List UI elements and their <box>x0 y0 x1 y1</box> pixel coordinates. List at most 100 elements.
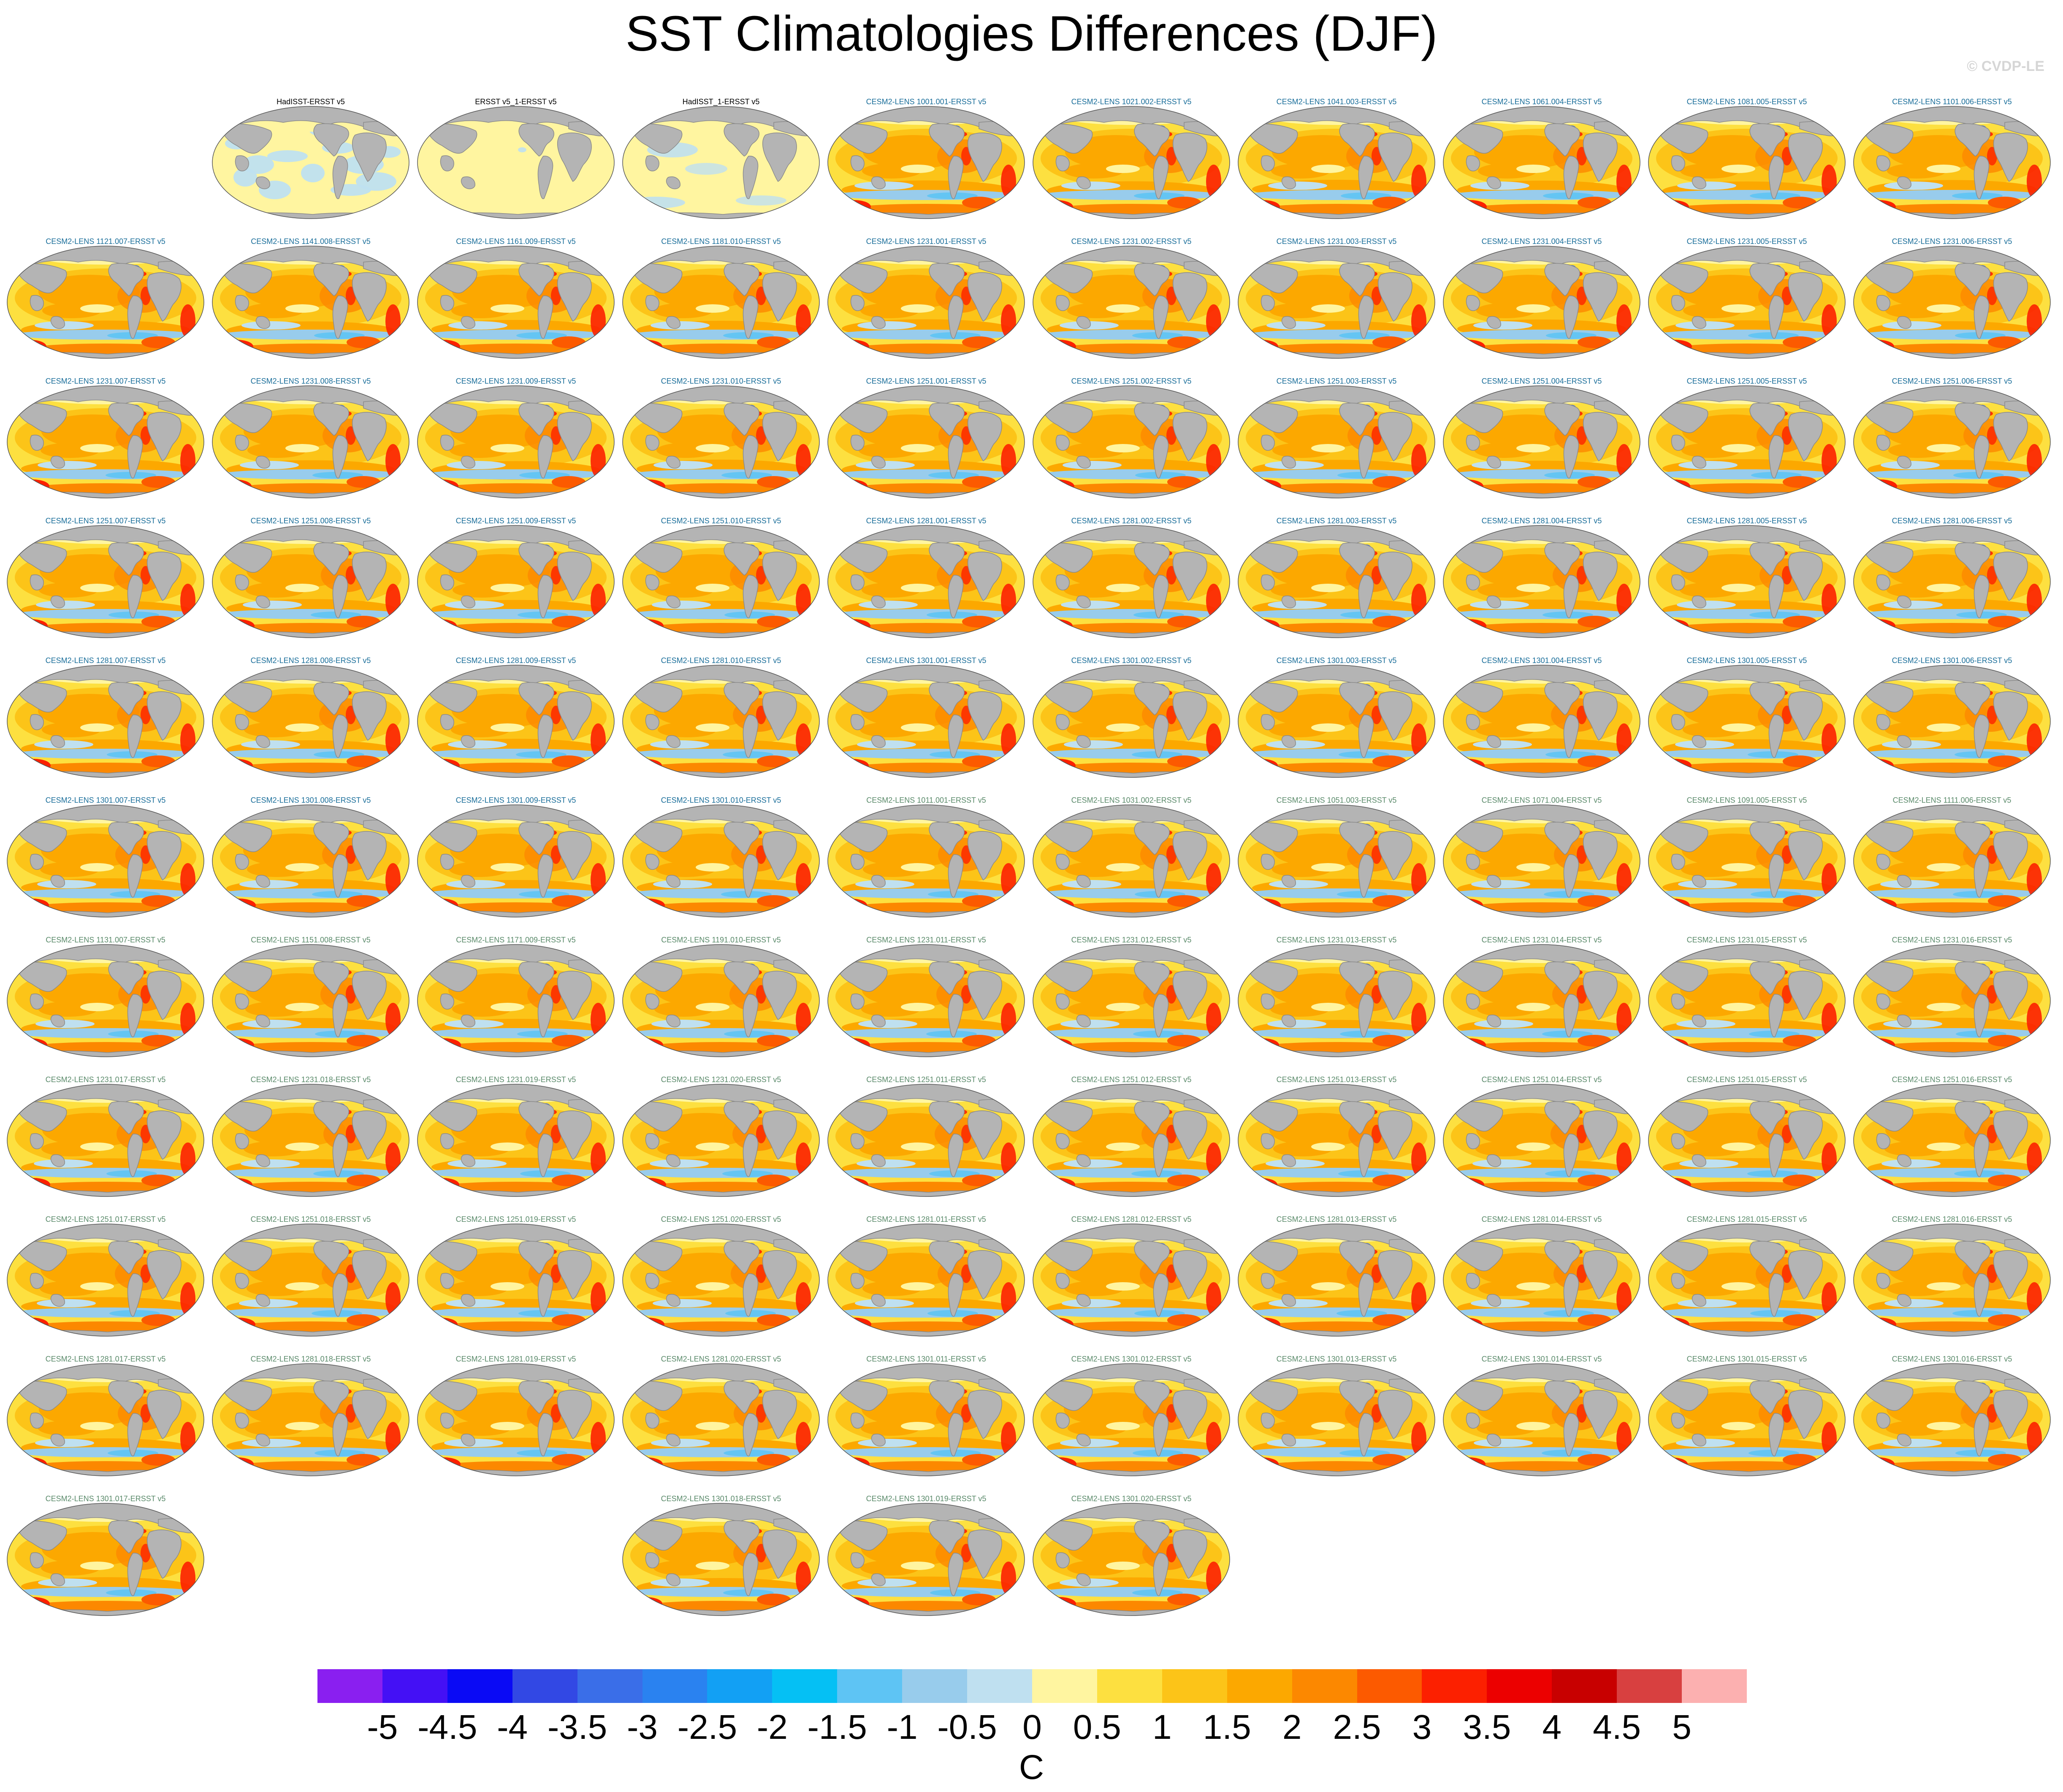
map-plot <box>417 385 615 498</box>
map-panel: CESM2-LENS 1301.013-ERSST v5 <box>1237 1354 1436 1481</box>
map-panel-label: CESM2-LENS 1131.007-ERSST v5 <box>46 936 165 944</box>
map-plot <box>827 1224 1025 1337</box>
map-plot <box>827 106 1025 219</box>
map-panel-label: HadISST-ERSST v5 <box>277 97 345 106</box>
map-plot <box>1648 1084 1846 1197</box>
map-plot <box>212 525 409 638</box>
map-panel: CESM2-LENS 1181.010-ERSST v5 <box>622 237 820 363</box>
colorbar-swatch <box>382 1669 448 1703</box>
map-plot <box>1238 944 1435 1057</box>
map-plot <box>7 804 204 918</box>
map-plot <box>417 944 615 1057</box>
map-panel: CESM2-LENS 1281.005-ERSST v5 <box>1648 516 1846 643</box>
map-panel: CESM2-LENS 1231.009-ERSST v5 <box>417 376 615 503</box>
map-plot <box>1853 106 2051 219</box>
map-plot <box>1033 246 1230 359</box>
map-panel-label: CESM2-LENS 1281.008-ERSST v5 <box>250 656 371 665</box>
map-panel-label: CESM2-LENS 1251.003-ERSST v5 <box>1276 377 1397 385</box>
map-panel-label: CESM2-LENS 1281.007-ERSST v5 <box>45 656 166 665</box>
map-panel-label: CESM2-LENS 1251.009-ERSST v5 <box>455 517 576 525</box>
map-panel: CESM2-LENS 1281.003-ERSST v5 <box>1237 516 1436 643</box>
map-plot <box>827 804 1025 918</box>
colorbar-swatch <box>967 1669 1033 1703</box>
map-panel-label: CESM2-LENS 1301.011-ERSST v5 <box>866 1355 986 1363</box>
map-panel-grid: HadISST-ERSST v5 ERSST v5_1-ERSST v5 HadIS… <box>6 97 2051 1616</box>
map-panel: CESM2-LENS 1071.004-ERSST v5 <box>1442 796 1641 922</box>
map-panel-label: CESM2-LENS 1281.014-ERSST v5 <box>1481 1215 1602 1224</box>
map-panel: CESM2-LENS 1301.001-ERSST v5 <box>827 656 1025 782</box>
map-panel-label: CESM2-LENS 1081.005-ERSST v5 <box>1686 97 1807 106</box>
map-panel-label: CESM2-LENS 1231.014-ERSST v5 <box>1481 936 1602 944</box>
map-panel-label: CESM2-LENS 1281.006-ERSST v5 <box>1892 517 2012 525</box>
colorbar-swatch <box>1682 1669 1747 1703</box>
map-panel-label: CESM2-LENS 1231.004-ERSST v5 <box>1481 237 1602 246</box>
map-panel: CESM2-LENS 1281.012-ERSST v5 <box>1032 1215 1231 1341</box>
map-panel-label: CESM2-LENS 1301.009-ERSST v5 <box>455 796 576 804</box>
map-panel-label: CESM2-LENS 1251.019-ERSST v5 <box>455 1215 576 1224</box>
map-panel-label: CESM2-LENS 1121.007-ERSST v5 <box>46 237 165 246</box>
map-plot <box>827 665 1025 778</box>
map-plot <box>417 1363 615 1476</box>
map-panel-label: CESM2-LENS 1181.010-ERSST v5 <box>661 237 781 246</box>
map-panel-label: CESM2-LENS 1231.001-ERSST v5 <box>866 237 987 246</box>
map-panel-label: CESM2-LENS 1301.016-ERSST v5 <box>1892 1355 2012 1363</box>
map-panel: CESM2-LENS 1251.012-ERSST v5 <box>1032 1075 1231 1202</box>
map-panel: CESM2-LENS 1231.006-ERSST v5 <box>1853 237 2051 363</box>
map-panel: CESM2-LENS 1251.014-ERSST v5 <box>1442 1075 1641 1202</box>
map-plot <box>212 106 409 219</box>
map-plot <box>1238 106 1435 219</box>
map-panel: CESM2-LENS 1061.004-ERSST v5 <box>1442 97 1641 224</box>
colorbar-tick: 3 <box>1412 1708 1432 1746</box>
map-panel-label: CESM2-LENS 1231.017-ERSST v5 <box>45 1075 166 1084</box>
map-plot <box>1443 525 1640 638</box>
map-panel-label: CESM2-LENS 1231.005-ERSST v5 <box>1686 237 1807 246</box>
map-plot <box>622 1503 820 1616</box>
map-panel: CESM2-LENS 1231.010-ERSST v5 <box>622 376 820 503</box>
map-plot <box>212 246 409 359</box>
map-panel-label: CESM2-LENS 1231.009-ERSST v5 <box>455 377 576 385</box>
map-panel-label: CESM2-LENS 1051.003-ERSST v5 <box>1276 796 1397 804</box>
map-panel: CESM2-LENS 1281.017-ERSST v5 <box>6 1354 205 1481</box>
map-panel-label: CESM2-LENS 1231.016-ERSST v5 <box>1892 936 2012 944</box>
map-panel-label: CESM2-LENS 1301.017-ERSST v5 <box>45 1494 166 1503</box>
map-plot <box>827 1503 1025 1616</box>
map-panel: CESM2-LENS 1251.006-ERSST v5 <box>1853 376 2051 503</box>
map-panel-label: CESM2-LENS 1281.004-ERSST v5 <box>1481 517 1602 525</box>
map-plot <box>417 525 615 638</box>
map-plot <box>417 804 615 918</box>
map-panel-label: CESM2-LENS 1251.010-ERSST v5 <box>661 517 781 525</box>
map-panel-label: CESM2-LENS 1041.003-ERSST v5 <box>1276 97 1397 106</box>
map-plot <box>1443 246 1640 359</box>
map-plot <box>1648 665 1846 778</box>
map-plot <box>1033 525 1230 638</box>
map-panel: CESM2-LENS 1231.017-ERSST v5 <box>6 1075 205 1202</box>
map-panel: CESM2-LENS 1251.011-ERSST v5 <box>827 1075 1025 1202</box>
map-panel: CESM2-LENS 1251.004-ERSST v5 <box>1442 376 1641 503</box>
map-panel: CESM2-LENS 1121.007-ERSST v5 <box>6 237 205 363</box>
map-plot <box>212 1363 409 1476</box>
map-plot <box>827 944 1025 1057</box>
colorbar-tick: 1 <box>1152 1708 1172 1746</box>
map-panel: CESM2-LENS 1251.003-ERSST v5 <box>1237 376 1436 503</box>
map-panel: CESM2-LENS 1251.002-ERSST v5 <box>1032 376 1231 503</box>
map-panel-label: CESM2-LENS 1301.002-ERSST v5 <box>1071 656 1192 665</box>
map-panel-label: CESM2-LENS 1251.016-ERSST v5 <box>1892 1075 2012 1084</box>
map-plot <box>1443 944 1640 1057</box>
map-panel-label: CESM2-LENS 1161.009-ERSST v5 <box>456 237 576 246</box>
map-panel-label: CESM2-LENS 1281.009-ERSST v5 <box>455 656 576 665</box>
map-panel: CESM2-LENS 1081.005-ERSST v5 <box>1648 97 1846 224</box>
map-plot <box>622 1224 820 1337</box>
map-plot <box>417 246 615 359</box>
colorbar-tick: -2.5 <box>677 1708 737 1746</box>
colorbar-swatch <box>1227 1669 1293 1703</box>
map-panel: CESM2-LENS 1021.002-ERSST v5 <box>1032 97 1231 224</box>
map-panel-label: CESM2-LENS 1301.008-ERSST v5 <box>250 796 371 804</box>
map-plot <box>7 1084 204 1197</box>
map-panel-label: CESM2-LENS 1031.002-ERSST v5 <box>1071 796 1192 804</box>
map-panel-label: CESM2-LENS 1231.007-ERSST v5 <box>45 377 166 385</box>
map-panel-label: CESM2-LENS 1141.008-ERSST v5 <box>251 237 371 246</box>
map-plot <box>1238 525 1435 638</box>
map-plot <box>212 1084 409 1197</box>
map-panel: CESM2-LENS 1301.006-ERSST v5 <box>1853 656 2051 782</box>
map-panel-label: ERSST v5_1-ERSST v5 <box>475 97 557 106</box>
